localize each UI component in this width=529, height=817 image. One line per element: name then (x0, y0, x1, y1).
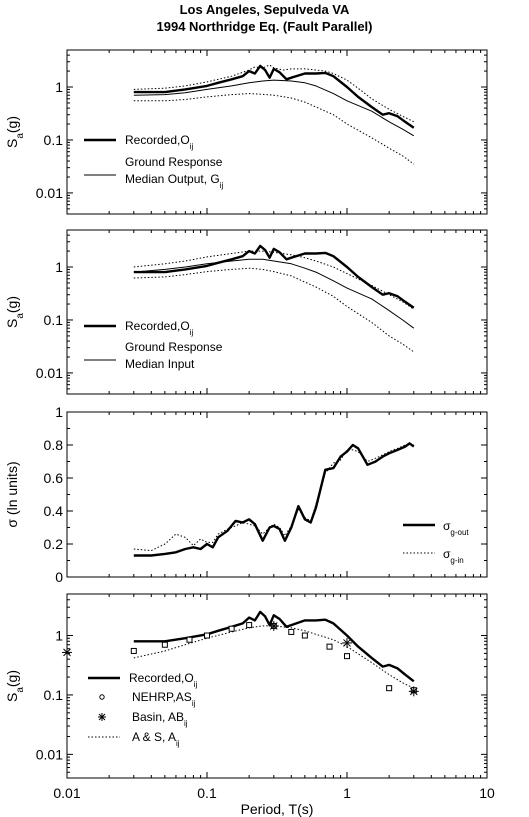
nehrp-point (246, 622, 253, 629)
nehrp-point (161, 641, 168, 648)
nehrp-point (288, 628, 295, 635)
legend-label-ground-response: Ground Response (125, 155, 223, 169)
y-tick-label: 1 (55, 79, 63, 95)
y-tick-label: 1 (55, 404, 63, 420)
series-line-2 (133, 258, 415, 329)
legend-label-nehrp: NEHRP,ASij (132, 690, 196, 708)
y-axis-label: Sa(g) (4, 296, 26, 328)
basin-point (268, 620, 279, 631)
series-line-1 (133, 244, 415, 309)
legend-label-sigma-out: σg-out (443, 519, 469, 537)
y-tick-label: 1 (55, 259, 63, 275)
asterisk-stroke (343, 639, 351, 647)
plot-frame (66, 411, 488, 578)
plot-frame (66, 593, 488, 779)
legend-key-nehrp (99, 694, 105, 700)
nehrp-point (344, 653, 350, 660)
y-tick-label: 0.2 (44, 536, 64, 552)
x-tick-label: 0.01 (53, 785, 80, 801)
y-tick-label: 0 (55, 569, 63, 585)
series-line-4 (133, 93, 415, 165)
x-tick-label: 1 (343, 785, 351, 801)
asterisk-stroke (409, 687, 418, 696)
series-line-1 (133, 610, 415, 683)
panel-3: 0 0.2 0.4 0.6 0.8 1 σ (ln units) σg-out σg-in (4, 404, 488, 585)
series-line-1 (133, 64, 415, 129)
nehrp-point (386, 685, 393, 692)
y-tick-label: 0.01 (36, 746, 63, 762)
basin-point (342, 637, 352, 648)
legend-label-a-and-s: A & S, Aij (132, 730, 180, 748)
nehrp-point (204, 632, 210, 639)
x-tick-label: 10 (479, 785, 495, 801)
basin-point (62, 647, 72, 658)
chart-title-line1: Los Angeles, Sepulveda VA (179, 2, 350, 17)
series-line-2 (133, 625, 415, 689)
asterisk-stroke (269, 622, 278, 630)
x-tick-label: 0.1 (197, 785, 217, 801)
plot-frame (66, 229, 488, 395)
basin-point (408, 686, 419, 697)
nehrp-point (301, 632, 308, 639)
asterisk-stroke (98, 713, 106, 721)
nehrp-point (326, 643, 333, 650)
legend-label-ground-response: Ground Response (125, 340, 223, 354)
nehrp-point (186, 636, 193, 643)
nehrp-point (130, 647, 137, 654)
series-line-4 (133, 267, 415, 353)
series-line-1 (133, 442, 415, 557)
y-tick-label: 0.1 (44, 687, 64, 703)
legend-label-recorded: Recorded,Oij (129, 671, 197, 689)
legend-label-recorded: Recorded,Oij (125, 319, 193, 337)
series-line-3 (133, 250, 415, 310)
y-tick-label: 0.6 (44, 470, 64, 486)
series-line-3 (133, 64, 415, 123)
y-tick-label: 0.1 (44, 312, 64, 328)
y-tick-label: 1 (55, 628, 63, 644)
chart-title-line2: 1994 Northridge Eq. (Fault Parallel) (156, 19, 373, 34)
legend-key-basin (98, 713, 106, 721)
asterisk-stroke (63, 648, 71, 657)
y-tick-label: 0.4 (44, 503, 64, 519)
x-axis-label: Period, T(s) (241, 801, 314, 817)
y-tick-label: 0.8 (44, 437, 64, 453)
legend-label-ground-response-line2: Median Output, Gij (125, 172, 223, 190)
series-line-2 (133, 79, 415, 137)
panel-4: 1 0.1 0.01 Sa(g) 0.01 0.1 1 10 Period, T(s) Recor… (4, 593, 495, 817)
y-axis-label: Sa(g) (4, 670, 26, 702)
y-tick-label: 0.01 (36, 365, 63, 381)
legend-label-basin: Basin, ABij (132, 710, 188, 728)
panel-2: 1 0.1 0.01 Sa(g) Recorded,Oij Ground Response… (4, 229, 488, 395)
legend-label-sigma-in: σg-in (443, 547, 464, 565)
plot-frame (66, 49, 488, 215)
legend-label-recorded: Recorded,Oij (125, 133, 193, 151)
nehrp-point (228, 625, 235, 632)
y-tick-label: 0.01 (36, 185, 63, 201)
legend-label-ground-response-line2: Median Input (125, 357, 195, 371)
panel-1: 1 0.1 0.01 Sa(g) Recorded,Oij Ground Response… (4, 49, 488, 215)
y-axis-label: Sa(g) (4, 116, 26, 148)
series-line-2 (133, 442, 414, 552)
y-tick-label: 0.1 (44, 132, 64, 148)
y-axis-label: σ (ln units) (4, 461, 20, 527)
